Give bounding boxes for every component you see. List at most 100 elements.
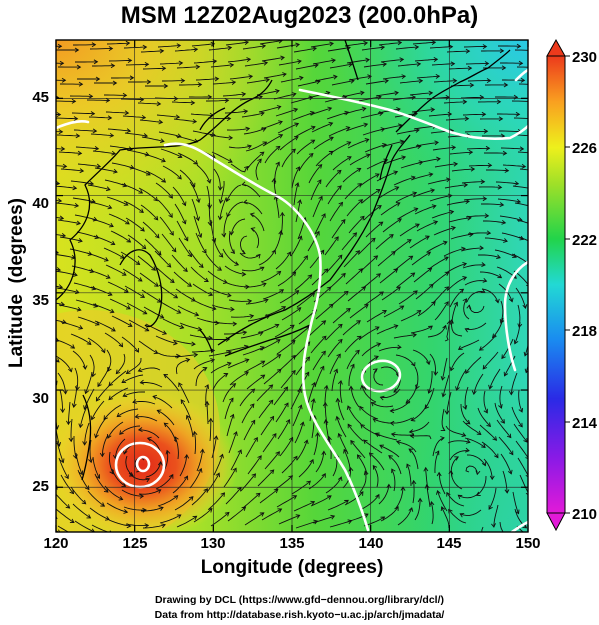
streamline-arrow: [384, 78, 389, 84]
streamline-arrow: [533, 117, 537, 121]
streamline-arrow: [483, 128, 489, 134]
streamline: [395, 487, 404, 509]
streamline-arrow: [408, 507, 414, 512]
streamline: [437, 490, 448, 512]
streamline-arrow: [462, 298, 468, 303]
streamline: [75, 452, 83, 475]
streamline-arrow: [78, 81, 84, 87]
streamline: [293, 47, 317, 53]
streamline: [94, 473, 109, 493]
streamline-arrow: [247, 144, 252, 150]
colorbar-top-triangle: [546, 38, 566, 57]
streamline: [462, 264, 486, 269]
streamline: [293, 182, 299, 206]
streamline: [339, 380, 343, 404]
streamline-arrow: [280, 55, 285, 61]
streamline-arrow: [58, 129, 64, 135]
streamline: [410, 435, 432, 440]
streamline-arrow: [412, 332, 417, 338]
streamline: [87, 490, 105, 507]
streamline-arrow: [462, 404, 468, 410]
streamline: [174, 48, 198, 52]
streamline-arrow: [321, 335, 327, 341]
streamline: [346, 59, 370, 64]
streamline: [516, 66, 528, 68]
streamline-arrow: [396, 107, 401, 112]
streamline-arrow: [289, 324, 295, 330]
streamline-arrow: [376, 273, 381, 278]
streamline-arrow: [159, 138, 165, 144]
streamline: [499, 521, 504, 532]
streamline: [342, 320, 361, 336]
streamline: [56, 165, 67, 167]
streamline-arrow: [100, 502, 106, 507]
streamline: [414, 205, 436, 215]
streamline-arrow: [406, 239, 412, 244]
streamline-arrow: [169, 473, 174, 479]
streamline-arrow: [95, 474, 100, 480]
streamline: [494, 249, 517, 258]
streamline: [297, 80, 320, 87]
streamline: [499, 130, 522, 133]
streamline-arrow: [397, 344, 402, 350]
streamline: [155, 335, 178, 345]
streamline: [314, 76, 337, 82]
streamline-arrow: [496, 254, 501, 260]
streamline-arrow: [156, 489, 162, 494]
streamline-arrow: [449, 366, 455, 372]
streamline: [241, 266, 264, 272]
streamline: [73, 436, 77, 459]
streamline-arrow: [159, 48, 165, 54]
streamline-arrow: [469, 82, 475, 88]
streamline: [91, 400, 105, 420]
streamline-arrow: [79, 168, 85, 174]
streamline: [56, 117, 78, 120]
streamline-arrow: [465, 419, 471, 425]
streamline: [449, 288, 464, 308]
streamline-arrow: [507, 469, 513, 475]
streamline: [90, 286, 113, 296]
streamline-arrow: [122, 449, 128, 455]
streamline-arrow: [244, 40, 250, 45]
streamline: [363, 439, 383, 454]
streamline-arrow: [199, 448, 205, 454]
streamline-arrow: [275, 339, 281, 344]
streamline-arrow: [531, 187, 535, 191]
streamline: [492, 317, 504, 338]
streamline: [276, 495, 297, 508]
streamline: [154, 250, 172, 268]
streamline: [516, 525, 524, 532]
streamline-arrow: [178, 60, 184, 66]
streamline: [309, 398, 315, 422]
streamline: [501, 338, 514, 359]
streamline-arrow: [500, 419, 505, 424]
streamline-arrow: [173, 340, 178, 346]
streamline: [262, 433, 277, 453]
streamline: [369, 452, 385, 471]
streamline: [525, 364, 528, 373]
streamline: [446, 391, 452, 415]
streamline-arrow: [295, 166, 300, 172]
streamline: [196, 449, 204, 472]
streamline: [243, 202, 263, 215]
streamline-arrow: [88, 93, 94, 99]
streamline-arrow: [108, 46, 114, 51]
streamline-arrow: [513, 339, 519, 345]
streamline: [174, 436, 179, 460]
streamline-arrow: [312, 46, 317, 52]
streamline: [258, 106, 281, 113]
streamline-arrow: [69, 518, 75, 523]
streamline-arrow: [508, 537, 512, 541]
streamline-arrow: [428, 90, 434, 96]
streamline: [468, 305, 485, 314]
streamline-arrow: [394, 186, 400, 191]
streamline-arrow: [375, 189, 381, 194]
streamline-arrow: [448, 508, 453, 514]
streamline-arrow: [541, 298, 545, 302]
streamline: [212, 236, 224, 258]
streamline: [411, 404, 428, 421]
streamline: [281, 148, 296, 168]
streamline: [443, 101, 467, 104]
streamline-arrow: [112, 80, 118, 86]
streamline-arrow: [157, 461, 163, 466]
